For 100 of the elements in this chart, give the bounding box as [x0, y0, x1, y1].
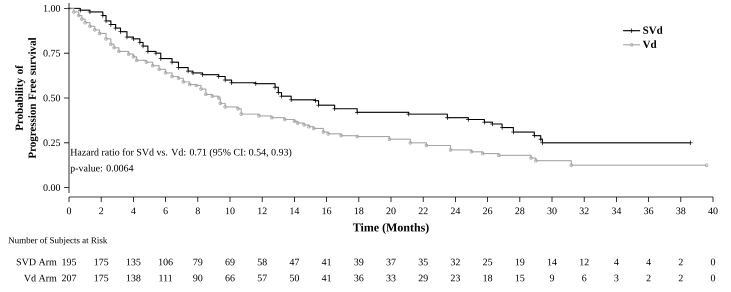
- point: [80, 17, 84, 21]
- point: [164, 71, 168, 75]
- x-axis-title: Time (Months): [352, 223, 429, 234]
- x-tick-label: 36: [644, 208, 654, 214]
- text: 15: [516, 274, 524, 282]
- point: [93, 28, 97, 32]
- text: 6: [582, 274, 586, 282]
- text: 14: [548, 258, 557, 266]
- x-tick-label: 14: [290, 208, 300, 214]
- text: 47: [290, 258, 300, 266]
- x-tick-label: 0: [66, 208, 72, 214]
- text: 111: [159, 274, 172, 282]
- text: 69: [225, 258, 235, 266]
- x-tick-label: 38: [676, 208, 686, 214]
- point: [292, 120, 296, 124]
- text: 4: [614, 258, 619, 266]
- point: [529, 156, 533, 160]
- text: 29: [418, 274, 428, 282]
- text: 41: [322, 258, 331, 266]
- x-tick-label: 32: [580, 208, 589, 214]
- point: [283, 118, 286, 122]
- text: 2: [678, 258, 683, 266]
- y-tick-label: 0.00: [43, 184, 60, 192]
- legend-label: Vd: [642, 40, 657, 48]
- point: [236, 107, 240, 110]
- text: 90: [193, 274, 202, 282]
- text: 23: [450, 274, 460, 282]
- text: 106: [159, 258, 173, 266]
- text: SVD Arm: [16, 258, 57, 266]
- point: [270, 116, 274, 120]
- y-axis-title: Probability of Progression Free survival: [15, 38, 38, 158]
- text: 35: [418, 258, 428, 266]
- text: 37: [386, 258, 396, 266]
- x-tick-label: 30: [548, 208, 557, 214]
- point: [296, 121, 300, 125]
- point: [210, 94, 214, 98]
- x-tick-label: 26: [483, 208, 492, 214]
- point: [534, 158, 538, 162]
- text: 79: [193, 258, 202, 266]
- point: [176, 76, 180, 80]
- x-tick-label: 8: [196, 208, 200, 214]
- point: [257, 114, 261, 118]
- text: 3: [614, 274, 619, 282]
- text: 41: [322, 274, 331, 282]
- x-tick-label: 6: [164, 208, 168, 214]
- x-tick-label: 22: [418, 208, 428, 214]
- x-tick-label: 2: [99, 208, 104, 214]
- text: Vd Arm: [24, 274, 57, 282]
- text: 195: [62, 258, 76, 266]
- point: [130, 36, 136, 42]
- point: [134, 58, 138, 62]
- text: 138: [126, 274, 140, 282]
- point: [216, 96, 220, 100]
- point: [470, 150, 474, 154]
- point: [76, 14, 80, 18]
- point: [223, 105, 227, 109]
- text: 135: [126, 258, 140, 266]
- point: [112, 46, 116, 50]
- point: [157, 68, 161, 72]
- legend-label: SVd: [643, 26, 663, 34]
- x-tick-label: 34: [612, 208, 622, 214]
- point: [98, 32, 102, 36]
- point: [153, 50, 158, 56]
- point: [72, 10, 76, 14]
- annotation: Hazard ratio for SVd vs. Vd: 0.71 (95% CI: 0.54, 0.93): [70, 148, 292, 158]
- point: [88, 24, 92, 28]
- point: [339, 134, 343, 138]
- point: [322, 130, 326, 134]
- point: [307, 124, 311, 128]
- point: [150, 64, 154, 68]
- x-tick-label: 28: [515, 208, 524, 214]
- x-tick-label: 10: [226, 208, 235, 214]
- text: 50: [290, 274, 300, 282]
- point: [83, 20, 87, 24]
- point: [497, 154, 501, 158]
- y-tick-label: 1.00: [44, 4, 60, 12]
- point: [204, 92, 208, 96]
- x-tick-label: 16: [322, 208, 332, 214]
- x-tick-label: 12: [258, 208, 267, 214]
- text: 175: [94, 258, 108, 266]
- point: [481, 152, 485, 156]
- x-tick-label: 20: [386, 208, 396, 214]
- point: [104, 37, 108, 41]
- x-tick-label: 4: [131, 208, 136, 214]
- text: 2: [678, 274, 683, 282]
- point: [388, 137, 392, 141]
- text: 25: [483, 258, 492, 266]
- point: [126, 52, 130, 56]
- text: 66: [225, 274, 235, 282]
- y-tick-label: 0.75: [43, 50, 60, 57]
- point: [218, 102, 222, 106]
- point: [408, 141, 412, 145]
- x-tick-label: 40: [708, 208, 718, 214]
- text: 175: [94, 274, 108, 282]
- text: 18: [483, 274, 492, 282]
- x-tick-label: 18: [354, 208, 364, 214]
- text: 33: [386, 274, 396, 282]
- text: 9: [550, 274, 554, 282]
- text: 36: [354, 274, 364, 282]
- point: [194, 84, 198, 88]
